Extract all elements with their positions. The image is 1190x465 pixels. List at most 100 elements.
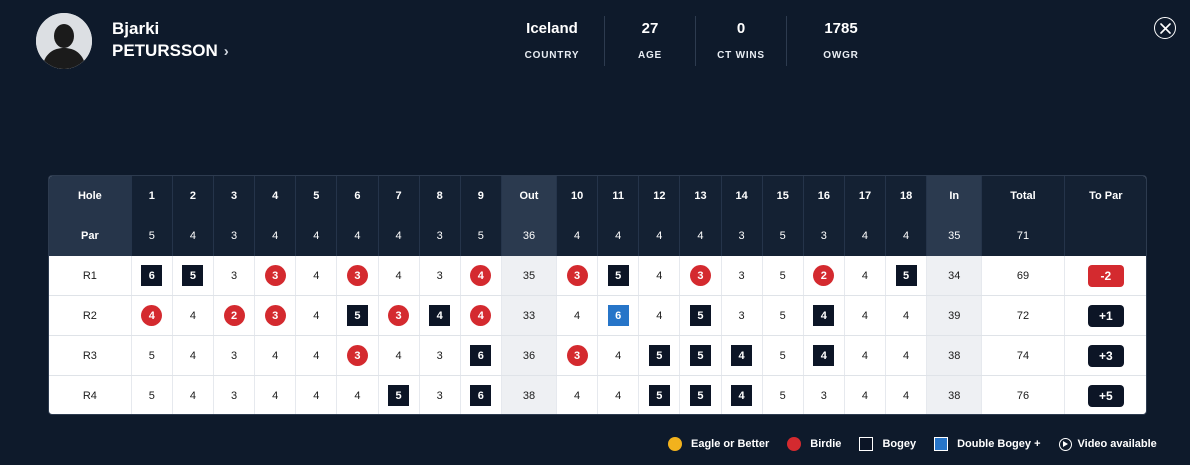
stat-value: Iceland bbox=[526, 20, 578, 37]
subtotal-header: In bbox=[926, 176, 983, 216]
round-row[interactable]: R2 4 4 2 3 4 5 3 4 4 33 4 6 4 5 3 5 4 4 4 39 72 +1 bbox=[49, 295, 1146, 336]
par-value: 3 bbox=[803, 216, 845, 256]
hole-label: Hole bbox=[49, 176, 132, 216]
round-total: 69 bbox=[981, 256, 1065, 296]
bogey-marker: 6 bbox=[141, 265, 163, 286]
par-value: 5 bbox=[762, 216, 804, 256]
to-par-badge: +5 bbox=[1087, 384, 1124, 407]
hole-score: 4 bbox=[844, 256, 887, 296]
birdie-marker: 3 bbox=[388, 305, 410, 326]
birdie-marker: 4 bbox=[470, 265, 492, 286]
par-value: 4 bbox=[254, 216, 297, 256]
round-row[interactable]: R3 5 4 3 4 4 3 4 3 6 36 3 4 5 5 4 5 4 4 4 38 74 +3 bbox=[49, 335, 1146, 376]
close-icon bbox=[1159, 22, 1171, 34]
hole-score: 4 bbox=[460, 295, 502, 336]
hole-score: 5 bbox=[679, 335, 722, 376]
bogey-marker: 6 bbox=[470, 345, 492, 366]
hole-score: 5 bbox=[172, 256, 215, 296]
round-row[interactable]: R4 5 4 3 4 4 4 5 3 6 38 4 4 5 5 4 5 3 4 4 38 76 +5 bbox=[49, 375, 1146, 414]
hole-score: 4 bbox=[336, 375, 379, 414]
bogey-marker: 5 bbox=[648, 385, 670, 406]
hole-number: 7 bbox=[378, 176, 420, 216]
birdie-marker: 3 bbox=[264, 305, 286, 326]
bogey-marker: 4 bbox=[813, 345, 835, 366]
round-total: 76 bbox=[981, 375, 1065, 414]
par-value: 4 bbox=[378, 216, 420, 256]
bogey-marker: 4 bbox=[731, 385, 753, 406]
hole-score: 3 bbox=[213, 256, 256, 296]
hole-score: 4 bbox=[172, 375, 215, 414]
hole-score: 3 bbox=[721, 256, 763, 296]
hole-score: 4 bbox=[803, 335, 845, 376]
player-name-link[interactable]: Bjarki PETURSSON › bbox=[112, 18, 229, 63]
stat-age: 27 AGE bbox=[605, 16, 696, 66]
hole-score: 4 bbox=[172, 335, 215, 376]
hole-score: 4 bbox=[597, 335, 640, 376]
round-total: 74 bbox=[981, 335, 1065, 376]
hole-score: 4 bbox=[295, 375, 338, 414]
hole-score: 4 bbox=[172, 295, 215, 336]
scorecard-body: Hole 1 2 3 4 5 6 7 8 9 Out 10 11 12 13 14 15 16 17 18 In Tota… bbox=[49, 176, 1146, 414]
par-value: 3 bbox=[721, 216, 763, 256]
stat-owgr: 1785 OWGR bbox=[787, 16, 895, 66]
hole-score: 5 bbox=[679, 295, 722, 336]
scorecard-table: Hole 1 2 3 4 5 6 7 8 9 Out 10 11 12 13 14 15 16 17 18 In Tota… bbox=[49, 176, 1146, 414]
birdie-marker: 3 bbox=[566, 265, 588, 286]
round-to-par: +5 bbox=[1064, 375, 1146, 414]
to-par-badge: +1 bbox=[1087, 304, 1124, 327]
round-label: R1 bbox=[49, 256, 132, 296]
round-row[interactable]: R1 6 5 3 3 4 3 4 3 4 35 3 5 4 3 3 5 2 4 5 34 69 -2 bbox=[49, 256, 1146, 296]
round-label: R3 bbox=[49, 335, 132, 376]
round-subtotal: 33 bbox=[501, 295, 558, 336]
par-total: 71 bbox=[981, 216, 1065, 256]
hole-score: 5 bbox=[131, 375, 173, 414]
birdie-marker: 3 bbox=[264, 265, 286, 286]
round-to-par: +3 bbox=[1064, 335, 1146, 376]
hole-score: 4 bbox=[721, 335, 763, 376]
par-label: Par bbox=[49, 216, 132, 256]
round-subtotal: 38 bbox=[926, 375, 983, 414]
round-to-par: -2 bbox=[1064, 256, 1146, 296]
player-avatar bbox=[36, 13, 92, 69]
eagle-swatch-icon bbox=[668, 437, 682, 451]
close-button[interactable] bbox=[1154, 17, 1176, 39]
hole-score: 3 bbox=[254, 295, 297, 336]
birdie-marker: 3 bbox=[566, 345, 588, 366]
hole-score: 3 bbox=[254, 256, 297, 296]
hole-score: 5 bbox=[885, 256, 928, 296]
player-stats: Iceland COUNTRY 27 AGE 0 CT WINS 1785 OW… bbox=[500, 16, 895, 68]
bogey-marker: 5 bbox=[689, 305, 711, 326]
hole-number: 13 bbox=[679, 176, 722, 216]
hole-score: 4 bbox=[885, 375, 928, 414]
hole-score: 4 bbox=[295, 256, 338, 296]
hole-score: 4 bbox=[131, 295, 173, 336]
hole-score: 4 bbox=[885, 295, 928, 336]
hole-score: 3 bbox=[378, 295, 420, 336]
par-subtotal: 35 bbox=[926, 216, 983, 256]
hole-score: 4 bbox=[885, 335, 928, 376]
hole-score: 2 bbox=[803, 256, 845, 296]
par-row: Par 5 4 3 4 4 4 4 3 5 36 4 4 4 4 3 5 3 4 4 35 71 bbox=[49, 216, 1146, 256]
hole-number: 6 bbox=[336, 176, 379, 216]
hole-score: 4 bbox=[638, 256, 681, 296]
legend-item-video: Video available bbox=[1058, 437, 1157, 451]
bogey-marker: 5 bbox=[607, 265, 629, 286]
bogey-marker: 5 bbox=[895, 265, 917, 286]
total-header: Total bbox=[981, 176, 1065, 216]
bogey-marker: 4 bbox=[813, 305, 835, 326]
par-value: 4 bbox=[885, 216, 928, 256]
to-par-badge: +3 bbox=[1087, 344, 1124, 367]
par-subtotal: 36 bbox=[501, 216, 558, 256]
birdie-marker: 3 bbox=[689, 265, 711, 286]
bogey-marker: 4 bbox=[731, 345, 753, 366]
legend-label: Eagle or Better bbox=[691, 438, 770, 450]
hole-number: 11 bbox=[597, 176, 640, 216]
to-par-header: To Par bbox=[1064, 176, 1146, 216]
hole-number: 2 bbox=[172, 176, 215, 216]
subtotal-header: Out bbox=[501, 176, 558, 216]
par-to-par-empty bbox=[1064, 216, 1146, 256]
hole-score: 3 bbox=[419, 375, 461, 414]
par-value: 4 bbox=[336, 216, 379, 256]
hole-score: 4 bbox=[295, 335, 338, 376]
hole-number: 3 bbox=[213, 176, 256, 216]
